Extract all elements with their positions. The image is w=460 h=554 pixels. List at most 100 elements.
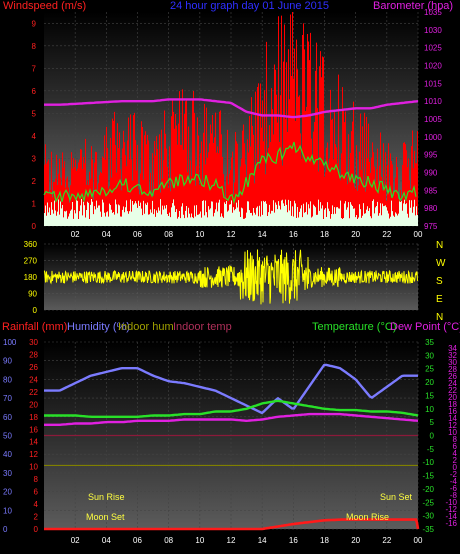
dew-point-tick: -4 [450,477,458,486]
compass-label: N [436,312,443,323]
hour-tick-label: 14 [258,230,267,239]
wind-calm-bars [44,199,418,226]
barometer-tick: 1000 [424,133,442,142]
temperature-tick-labels: -35 -30 -25 -20 -15 -10 -5 0 5 10 15 20 25 30 35 [422,338,434,534]
wind-average-line [43,141,417,205]
hour-tick-label: 14 [258,536,267,545]
temperature-tick: 5 [430,418,435,427]
barometer-tick: 990 [424,169,438,178]
dew-point-tick: 14 [448,414,457,423]
barometer-tick: 980 [424,204,438,213]
temperature-tick: -35 [422,525,434,534]
barometer-tick: 1025 [424,44,442,53]
temperature-tick: 0 [430,432,435,441]
dew-point-axis-title: Dew Point (°C) [390,321,460,333]
indoor-hum-label: Indoor hum [118,321,174,333]
barometer-tick-labels: 975 980 985 990 995 1000 1005 1010 1015 1020 1025 1… [424,8,442,231]
temperature-axis-title: Temperature (°C) [312,321,396,333]
hour-tick-label: 02 [71,536,80,545]
hour-tick-label: 12 [227,536,236,545]
barometer-tick: 1035 [424,8,442,17]
dew-point-tick: 22 [448,386,457,395]
dew-point-tick: 8 [453,435,458,444]
moon-rise-label: Moon Rise [346,512,389,522]
barometer-tick: 1020 [424,62,442,71]
dew-point-tick: 20 [448,393,457,402]
dew-point-tick: 12 [448,421,457,430]
dew-point-tick: 30 [448,358,457,367]
rainfall-tick: 14 [29,438,38,447]
windspeed-tick: 7 [32,64,37,73]
dew-point-tick: -10 [445,498,457,507]
hour-tick-label: 00 [414,536,423,545]
compass-label: E [436,294,443,305]
windspeed-tick: 9 [32,19,37,28]
hour-tick-label: 04 [102,230,111,239]
humidity-tick: 80 [3,375,12,384]
windspeed-tick: 4 [32,132,37,141]
hour-tick-label: 20 [351,230,360,239]
wind-direction-trace [43,249,418,305]
dew-point-tick: 16 [448,407,457,416]
dew-point-tick: 32 [448,351,457,360]
humidity-axis-title: Humidity (%) [67,321,130,333]
hour-tick-label: 08 [164,230,173,239]
hour-tick-label: 00 [414,230,423,239]
windspeed-tick-labels: 0 1 2 3 4 5 6 7 8 9 [32,19,37,231]
hour-tick-label: 10 [195,536,204,545]
hour-tick-label: 16 [289,230,298,239]
dew-point-tick: 10 [448,428,457,437]
barometer-tick: 1030 [424,26,442,35]
sun-set-label: Sun Set [380,492,413,502]
humidity-tick: 60 [3,413,12,422]
temperature-tick: -20 [422,485,434,494]
hour-tick-label: 20 [351,536,360,545]
graph-title: 24 hour graph day 01 June 2015 [170,0,329,12]
barometer-tick: 1005 [424,115,442,124]
dew-point-tick: 0 [453,463,458,472]
windspeed-tick: 2 [32,177,37,186]
rainfall-tick: 30 [29,338,38,347]
direction-tick-labels: 0 90 180 270 360 [24,240,38,315]
humidity-tick: 20 [3,488,12,497]
dew-point-tick: 26 [448,372,457,381]
dew-point-tick: 28 [448,365,457,374]
rainfall-tick: 18 [29,413,38,422]
barometer-tick: 975 [424,222,438,231]
dew-point-tick: 4 [453,449,458,458]
dew-point-tick: 6 [453,442,458,451]
hour-tick-label: 04 [102,536,111,545]
direction-tick: 0 [33,306,38,315]
hour-tick-label: 02 [71,230,80,239]
rainfall-tick: 6 [34,488,39,497]
rainfall-tick: 12 [29,450,38,459]
direction-tick: 90 [28,290,37,299]
rainfall-tick: 0 [34,525,39,534]
windspeed-tick: 6 [32,87,37,96]
humidity-tick: 90 [3,357,12,366]
moon-set-label: Moon Set [86,512,125,522]
humidity-tick: 100 [3,338,17,347]
rainfall-tick: 8 [34,475,39,484]
compass-label: S [436,276,443,287]
direction-tick: 360 [24,240,38,249]
humidity-tick: 40 [3,450,12,459]
dew-point-tick: -16 [445,519,457,528]
dew-point-line [44,412,419,426]
temperature-tick: 25 [425,365,434,374]
temperature-tick: 20 [425,378,434,387]
barometer-tick: 995 [424,151,438,160]
rainfall-tick: 22 [29,388,38,397]
humidity-tick: 50 [3,432,12,441]
rainfall-tick: 28 [29,350,38,359]
dew-point-tick: -14 [445,512,457,521]
hour-tick-label: 18 [320,536,329,545]
barometer-axis-title: Barometer (hpa) [373,0,453,12]
dew-point-tick: -12 [445,505,457,514]
rainfall-tick: 26 [29,363,38,372]
